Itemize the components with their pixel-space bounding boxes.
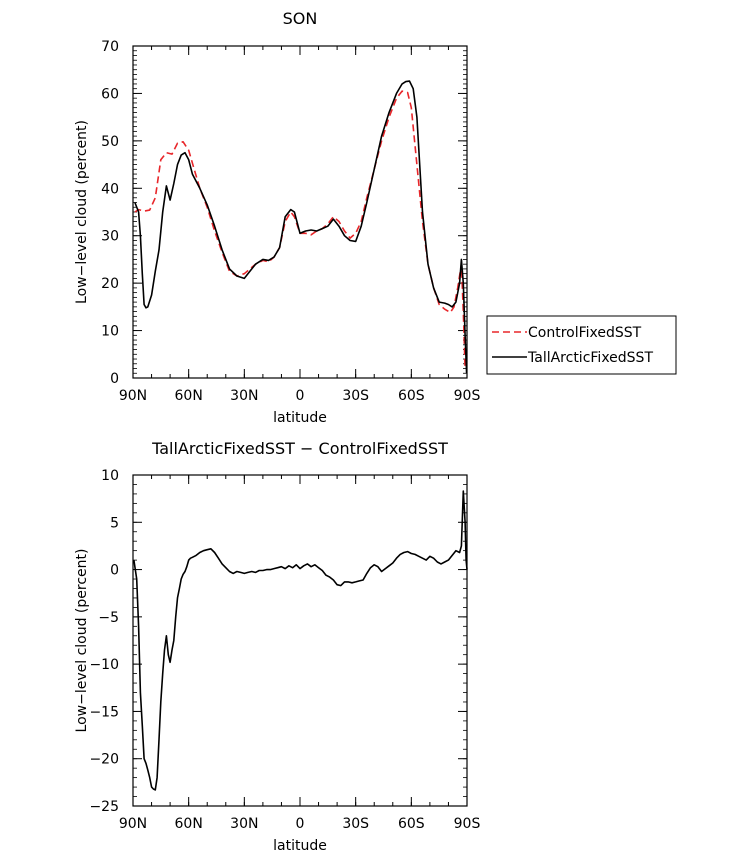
y-tick-label: −5 [98,610,119,626]
x-tick-label: 90S [454,816,481,832]
y-tick-label: 40 [101,181,119,197]
plot-frame [132,45,468,379]
x-tick-label: 0 [296,388,305,404]
legend-entry: ControlFixedSST [528,325,642,341]
y-tick-label: 70 [101,39,119,55]
y-tick-label: 5 [110,515,119,531]
y-tick-label: 0 [110,371,119,387]
series-line-tallarcticfixedsst [134,80,468,374]
y-tick-label: −15 [89,704,119,720]
x-tick-label: 60N [175,816,203,832]
x-tick-label: 30S [342,388,369,404]
legend-entry: TallArcticFixedSST [527,350,653,366]
x-tick-label: 60S [398,388,425,404]
y-tick-label: 10 [101,324,119,340]
x-tick-label: 90N [119,816,147,832]
x-tick-label: 60S [398,816,425,832]
legend-box [486,315,677,375]
y-tick-label: 50 [101,134,119,150]
y-axis-label: Low−level cloud (percent) [74,549,90,733]
x-tick-label: 30N [230,388,258,404]
x-tick-label: 0 [296,816,305,832]
x-axis-label: latitude [273,838,327,854]
x-tick-label: 90S [454,388,481,404]
chart-title: TallArcticFixedSST − ControlFixedSST [151,439,448,458]
top-chart-panel: SON 90N 60N 30N 0 30S 60S 90S 0 10 20 30 40 50 60 70 lat… [74,9,677,426]
y-tick-label: 30 [101,229,119,245]
y-axis-label: Low−level cloud (percent) [74,120,90,304]
x-tick-label: 30S [342,816,369,832]
x-tick-label: 60N [175,388,203,404]
series-line-difference [133,490,468,791]
bottom-chart-panel: TallArcticFixedSST − ControlFixedSST 90N 6… [74,439,480,854]
y-tick-label: 20 [101,276,119,292]
y-tick-label: 0 [110,563,119,579]
y-tick-label: −10 [89,657,119,673]
x-tick-label: 30N [230,816,258,832]
y-tick-label: −25 [89,799,119,815]
x-tick-label: 90N [119,388,147,404]
y-tick-label: 10 [101,468,119,484]
series-line-controlfixedsst [134,90,466,369]
chart-title: SON [283,9,318,28]
x-axis-label: latitude [273,410,327,426]
y-tick-label: 60 [101,86,119,102]
y-tick-label: −20 [89,752,119,768]
plot-frame [132,474,468,807]
